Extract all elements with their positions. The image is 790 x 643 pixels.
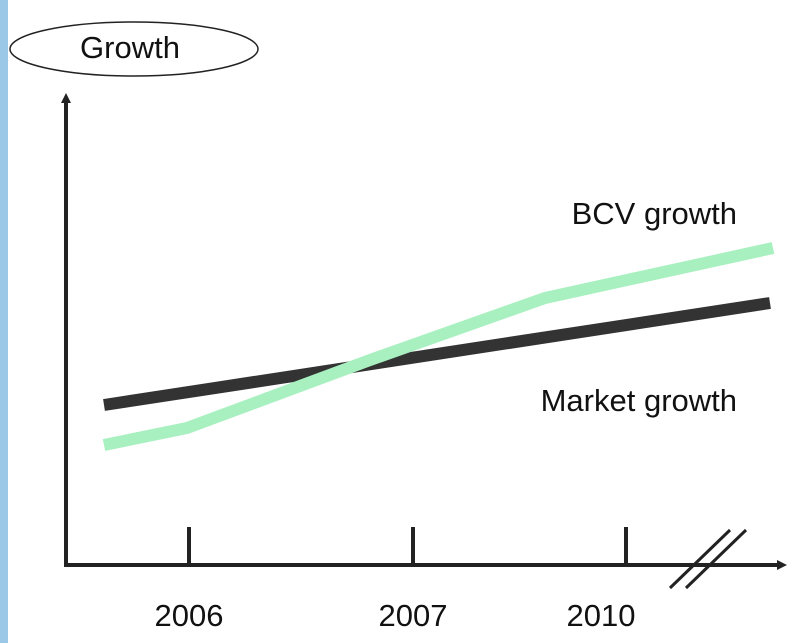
axis-break [684, 528, 748, 590]
title: Growth [80, 30, 180, 65]
x-label: 2007 [379, 598, 448, 633]
x-label: 2010 [567, 598, 636, 633]
series-label: BCV growth [572, 196, 737, 231]
market-line [103, 297, 771, 411]
bcv-line [102, 242, 775, 451]
x-label: 2006 [155, 598, 224, 633]
axis-break [668, 528, 732, 590]
title-ellipse [9, 21, 259, 77]
series-label: Market growth [541, 383, 737, 418]
side-stripe [0, 0, 8, 643]
